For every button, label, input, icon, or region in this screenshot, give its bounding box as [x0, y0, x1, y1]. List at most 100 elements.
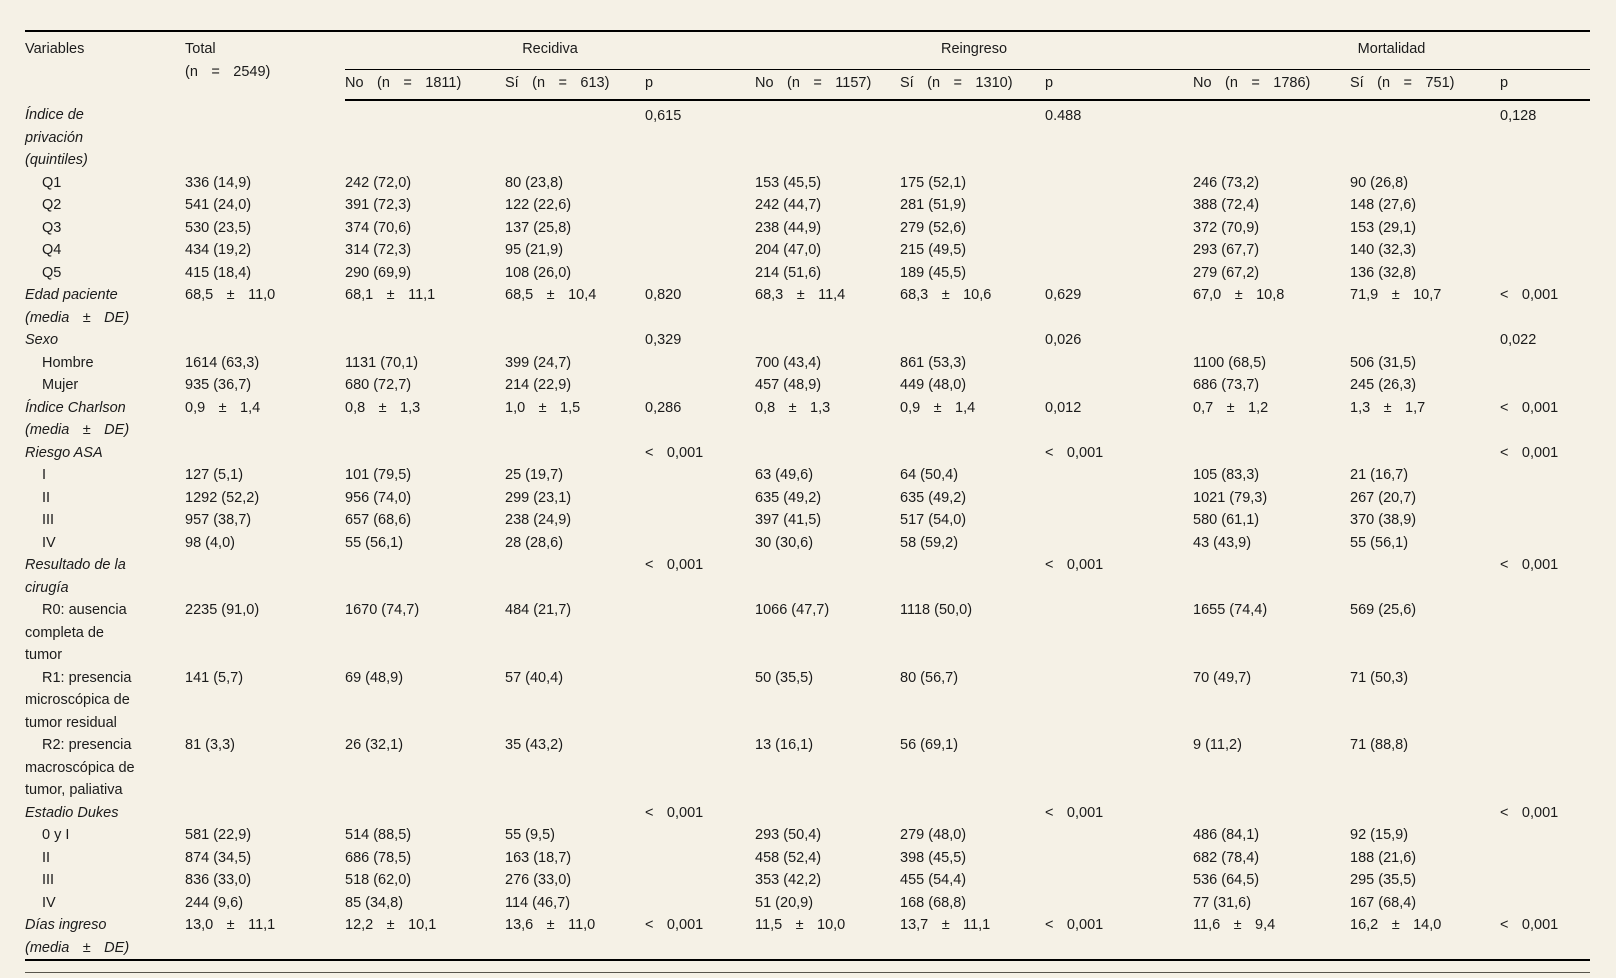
cell: 518 (62,0) [345, 872, 412, 888]
cell [755, 442, 900, 465]
cell [1193, 442, 1350, 465]
row-label: R2: presencia macroscópica de tumor, pal… [25, 737, 135, 798]
cell: 68,5 ± 11,0 [185, 287, 276, 303]
table-row: R2: presencia macroscópica de tumor, pal… [25, 734, 1590, 802]
cell [1500, 869, 1590, 892]
cell: 457 (48,9) [755, 377, 822, 393]
cell [505, 554, 645, 599]
cell: 68,5 ± 10,4 [505, 287, 597, 303]
cell: 580 (61,1) [1193, 512, 1260, 528]
row-label: III [42, 512, 55, 528]
table-header: Variables Total (n = 2549) Recidiva Rein… [25, 31, 1591, 101]
cell: 28 (28,6) [505, 534, 564, 551]
cell [1500, 239, 1590, 262]
cell: < 0,001 [1045, 917, 1104, 933]
cell: 105 (83,3) [1193, 467, 1260, 483]
cell: 95 (21,9) [505, 242, 564, 258]
row-label-line1: Días ingreso [25, 917, 107, 933]
cell: 67,0 ± 10,8 [1193, 287, 1285, 303]
cell [1045, 239, 1193, 262]
cell: 12,2 ± 10,1 [345, 917, 437, 933]
cell: 153 (29,1) [1350, 219, 1417, 236]
cell: 80 (56,7) [900, 669, 959, 686]
cell: 267 (20,7) [1350, 489, 1417, 506]
row-label: Mujer [42, 377, 79, 393]
cell: 25 (19,7) [505, 467, 564, 483]
cell: 71 (88,8) [1350, 737, 1409, 753]
cell: < 0,001 [1500, 287, 1559, 303]
cell: 90 (26,8) [1350, 174, 1409, 191]
cell: 122 (22,6) [505, 197, 572, 213]
cell [185, 329, 345, 352]
cell [1193, 100, 1350, 172]
cell: 657 (68,6) [345, 512, 412, 528]
cell: 569 (25,6) [1350, 602, 1417, 618]
cell: 293 (67,7) [1193, 242, 1260, 258]
cell: 114 (46,7) [505, 894, 571, 911]
cell: 214 (22,9) [505, 377, 572, 393]
table-row: Sexo 0,329 0,026 0,022 [25, 329, 1590, 352]
cell: < 0,001 [1045, 804, 1104, 821]
row-label: III [42, 872, 55, 888]
cell [505, 802, 645, 825]
cell [1350, 100, 1500, 172]
cell: 64 (50,4) [900, 467, 959, 483]
cell: 0,8 ± 1,3 [345, 399, 421, 416]
cell [1500, 532, 1590, 555]
table-row: IV 98 (4,0) 55 (56,1) 28 (28,6) 30 (30,6) 58 … [25, 532, 1590, 555]
cell: 0,7 ± 1,2 [1193, 399, 1269, 416]
cell: 80 (23,8) [505, 174, 564, 191]
cell [1500, 374, 1590, 397]
cell: 1066 (47,7) [755, 602, 830, 618]
cell: 246 (73,2) [1193, 174, 1260, 191]
table-row: Estadio Dukes < 0,001 < 0,001 < 0,001 [25, 802, 1590, 825]
cell: 0,329 [645, 332, 682, 348]
row-label: Riesgo ASA [25, 444, 103, 461]
cell: 13 (16,1) [755, 737, 814, 753]
cell: 242 (44,7) [755, 197, 822, 213]
cell [645, 194, 755, 217]
cell: 189 (45,5) [900, 264, 967, 281]
cell: 957 (38,7) [185, 512, 252, 528]
cell: 458 (52,4) [755, 849, 822, 866]
cell: 372 (70,9) [1193, 219, 1260, 236]
cell [645, 239, 755, 262]
cell: 71 (50,3) [1350, 669, 1409, 686]
cell: 397 (41,5) [755, 512, 822, 528]
cell [345, 554, 505, 599]
cell [755, 554, 900, 599]
cell: 69 (48,9) [345, 669, 404, 686]
cell [1500, 734, 1590, 802]
cell: 26 (32,1) [345, 737, 404, 753]
cell [1193, 329, 1350, 352]
col-group-recidiva: Recidiva [345, 31, 756, 70]
cell: 336 (14,9) [185, 174, 252, 191]
cell [1045, 262, 1193, 285]
cell [1500, 194, 1590, 217]
cell: 70 (49,7) [1193, 669, 1252, 686]
cell [1045, 532, 1193, 555]
row-label: IV [42, 894, 56, 911]
cell: 635 (49,2) [900, 489, 967, 506]
cell: 536 (64,5) [1193, 872, 1260, 888]
cell [1500, 892, 1590, 915]
cell [1500, 847, 1590, 870]
cell: 16,2 ± 14,0 [1350, 917, 1442, 933]
cell: 353 (42,2) [755, 872, 822, 888]
table-row: I 127 (5,1) 101 (79,5) 25 (19,7) 63 (49,6) 64… [25, 464, 1590, 487]
col-header-variables: Variables [25, 41, 85, 57]
cell [345, 802, 505, 825]
row-label: 0 y I [42, 827, 70, 843]
cell [185, 554, 345, 599]
cell: 168 (68,8) [900, 894, 967, 911]
cell: 281 (51,9) [900, 197, 967, 213]
col-header-reingreso-p: p [1045, 69, 1194, 101]
cell: 279 (67,2) [1193, 264, 1260, 281]
col-header-total: Total (n = 2549) [185, 31, 345, 100]
table-row: Q3 530 (23,5) 374 (70,6) 137 (25,8) 238 (44,… [25, 217, 1590, 240]
cell [1045, 869, 1193, 892]
cell: 0,9 ± 1,4 [900, 399, 976, 416]
cell [185, 442, 345, 465]
cell [645, 847, 755, 870]
cell: 55 (9,5) [505, 827, 555, 843]
